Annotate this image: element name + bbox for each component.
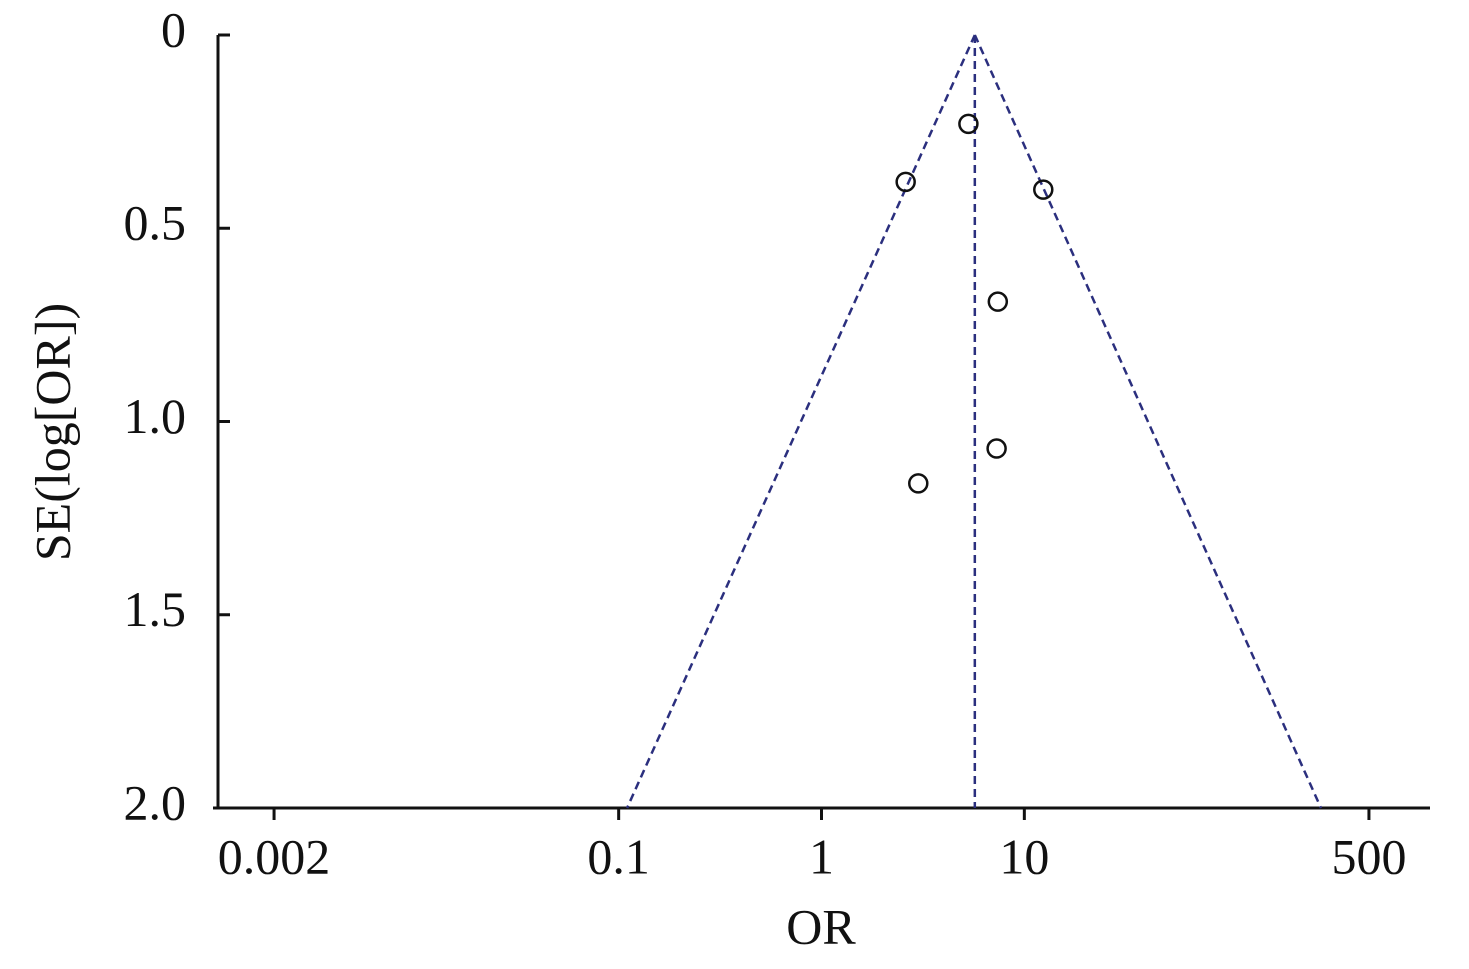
y-tick-label: 0.5 — [124, 195, 187, 251]
y-tick-label: 1.5 — [124, 581, 187, 637]
y-axis-label: SE(log[OR]) — [24, 303, 80, 561]
study-point — [908, 473, 929, 494]
x-axis-label: OR — [786, 898, 856, 954]
funnel-line — [625, 34, 976, 809]
x-tick-label: 1 — [809, 828, 834, 884]
study-point — [1033, 179, 1054, 200]
x-tick-label: 0.1 — [587, 828, 650, 884]
study-point — [895, 171, 916, 193]
funnel-line — [973, 34, 1323, 809]
y-tick-label: 0 — [161, 1, 186, 57]
y-tick-label: 1.0 — [124, 388, 187, 444]
x-tick-label: 10 — [999, 828, 1049, 884]
x-tick-label: 500 — [1331, 828, 1406, 884]
x-tick-label: 0.002 — [218, 828, 331, 884]
study-point — [986, 438, 1007, 459]
y-tick-label: 2.0 — [124, 774, 187, 830]
study-point — [987, 291, 1009, 312]
study-point — [958, 113, 979, 135]
